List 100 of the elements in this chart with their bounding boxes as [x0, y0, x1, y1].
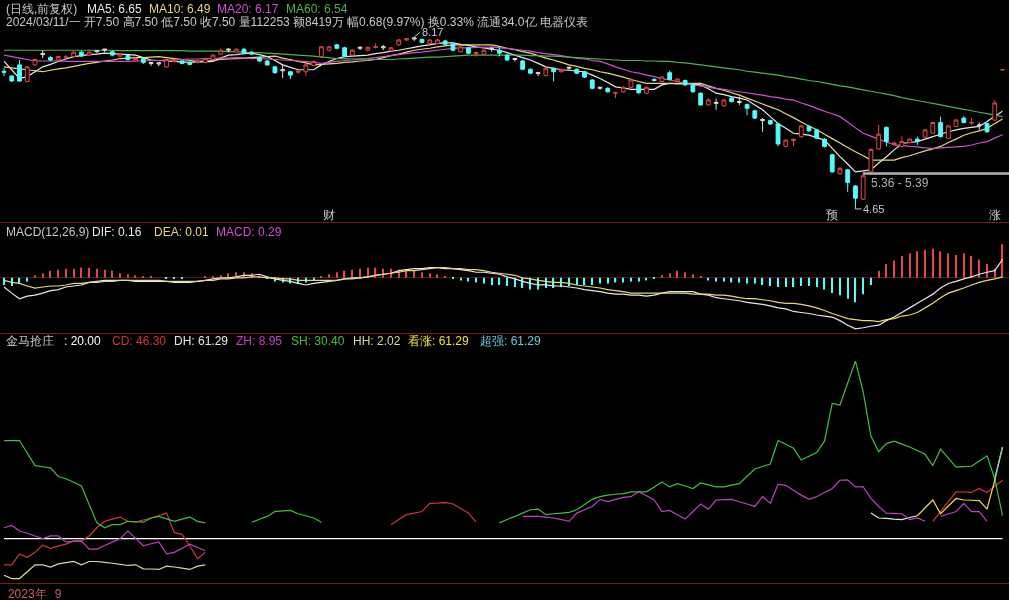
text: 看涨: 61.29	[408, 334, 470, 348]
candlestick	[148, 61, 154, 67]
bar	[57, 269, 59, 278]
candlestick	[729, 96, 734, 103]
band-label: 5.36 - 5.39	[871, 176, 929, 190]
candlestick	[868, 147, 874, 174]
bar	[49, 270, 52, 278]
candlestick	[79, 50, 84, 58]
bar	[34, 275, 36, 278]
candlestick	[721, 98, 727, 108]
candlestick	[202, 57, 208, 64]
x-tick-label: 预	[826, 208, 839, 222]
bar	[947, 253, 949, 278]
bar	[104, 269, 106, 278]
candlestick	[466, 46, 471, 55]
candlestick	[922, 128, 928, 139]
candlestick	[133, 57, 138, 63]
candlestick	[326, 45, 332, 52]
candlestick	[597, 86, 603, 91]
candlestick	[481, 48, 487, 56]
candlestick	[914, 136, 920, 146]
candlestick	[736, 96, 742, 106]
bar	[661, 275, 663, 278]
text: MA5: 6.65	[87, 2, 143, 16]
candlestick	[961, 115, 967, 124]
bar	[591, 277, 593, 285]
bar	[816, 277, 818, 288]
annotation: 4.65	[863, 203, 885, 215]
bar	[119, 273, 121, 278]
candlestick	[125, 54, 131, 61]
bar	[599, 277, 601, 284]
candlestick	[589, 78, 595, 90]
candlestick	[365, 45, 371, 52]
candlestick	[489, 47, 495, 53]
chart-title: MACD(12,26,9)	[6, 225, 90, 239]
candlestick	[713, 98, 719, 111]
bar	[847, 277, 849, 299]
candlestick	[860, 173, 866, 201]
bar	[885, 264, 888, 278]
candlestick	[9, 74, 15, 83]
candlestick	[558, 68, 564, 74]
text: MA60: 6.54	[286, 2, 348, 16]
candlestick	[520, 59, 526, 71]
candlestick	[435, 38, 440, 45]
candlestick	[473, 51, 479, 58]
candlestick	[140, 57, 146, 65]
candlestick	[582, 70, 587, 79]
candlestick	[705, 97, 711, 107]
candlestick	[318, 45, 324, 59]
text: DEA: 0.01	[154, 225, 210, 239]
candlestick	[628, 77, 634, 89]
bar	[127, 274, 129, 278]
candlestick	[829, 153, 835, 174]
candlestick	[241, 47, 247, 55]
text: MA10: 6.49	[149, 2, 211, 16]
bar	[901, 255, 903, 278]
bar	[854, 277, 857, 303]
candlestick	[845, 168, 851, 193]
candlestick	[357, 46, 363, 51]
candlestick	[272, 65, 278, 75]
candlestick	[179, 59, 185, 65]
candlestick	[411, 36, 417, 42]
candlestick	[992, 99, 998, 122]
bar	[692, 274, 694, 278]
candlestick	[32, 58, 38, 67]
candlestick	[102, 48, 108, 53]
candlestick	[396, 38, 402, 47]
candlestick	[969, 117, 974, 126]
candlestick	[63, 54, 69, 60]
candlestick	[311, 59, 317, 67]
candlestick	[164, 58, 169, 69]
candlestick	[798, 124, 804, 139]
bar	[65, 268, 67, 278]
candlestick	[404, 37, 409, 42]
text: DIF: 0.16	[92, 225, 142, 239]
bar	[932, 248, 934, 278]
candlestick	[71, 50, 77, 59]
bar	[498, 277, 501, 285]
bar	[607, 277, 609, 284]
text: HH: 2.02	[353, 334, 401, 348]
candlestick	[806, 124, 812, 133]
chart-subtitle: 2024/03/11/一 开7.50 高7.50 低7.50 收7.50 量112253 额8419万 幅0.68(9.97%) 换0.33% 流通34.0亿 电器仪表	[6, 15, 588, 29]
bar	[328, 274, 330, 278]
candlestick	[791, 137, 796, 147]
chart-title: 金马抢庄	[6, 334, 54, 348]
candlestick	[334, 43, 340, 50]
candlestick	[380, 44, 386, 51]
candlestick	[636, 83, 642, 95]
candlestick	[156, 61, 162, 67]
bar	[42, 273, 44, 278]
candlestick	[233, 47, 239, 54]
candlestick	[442, 39, 448, 46]
candlestick	[303, 63, 309, 77]
candlestick	[40, 49, 46, 59]
candlestick	[450, 42, 456, 52]
candlestick	[822, 137, 827, 148]
bar	[80, 267, 83, 278]
candlestick	[427, 38, 433, 45]
bar	[429, 273, 431, 278]
candlestick	[17, 59, 22, 83]
